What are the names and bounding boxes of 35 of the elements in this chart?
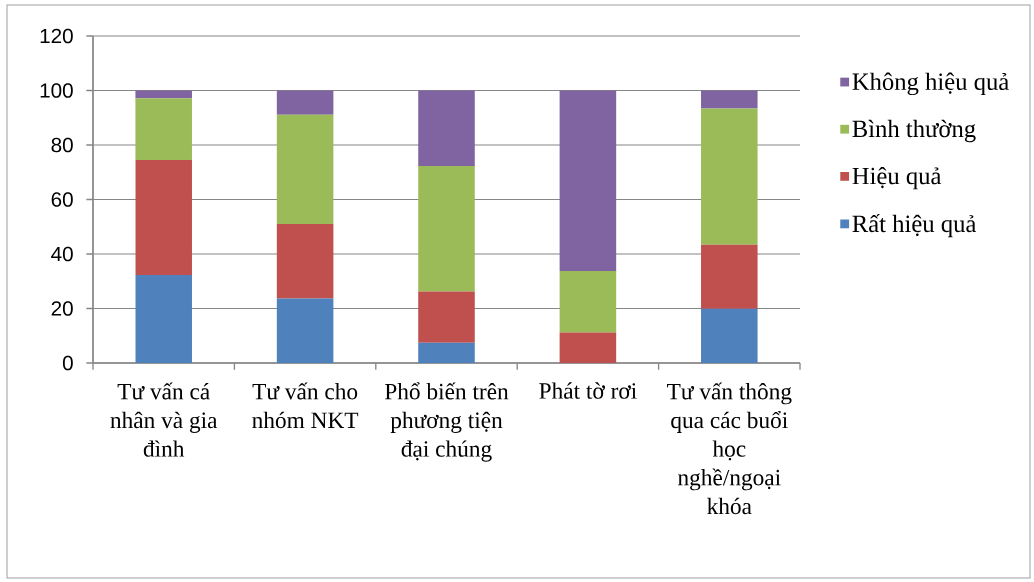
bar [418,342,475,363]
bar [418,291,475,343]
bar [418,165,475,292]
bar [701,244,758,309]
y-tick-label: 60 [51,192,73,207]
bar [276,90,334,115]
legend-label: Hiệu quả [852,166,942,190]
y-tick-label: 0 [62,355,73,371]
bar [276,224,334,299]
y-tick-label: 120 [40,28,73,44]
bar [701,308,758,363]
bar [276,298,334,363]
x-tick-label: Tư vấn cá nhân và gia đình [110,382,218,457]
bar [135,274,192,363]
bar [559,90,617,271]
bar [701,108,758,245]
x-tick-label: Tư vấn thông qua các buổi học nghề/ngoại khóa [667,382,792,515]
legend-label: Rất hiệu quả [852,214,977,238]
y-tick-label: 40 [51,246,73,262]
y-tick-label: 80 [51,137,73,153]
x-tick-label: Phát tờ rơi [539,382,637,399]
x-tick-label: Tư vấn cho nhóm NKT [252,382,359,429]
y-tick-label: 100 [40,83,73,98]
bar [135,98,192,160]
bar [135,90,192,99]
bar [276,114,334,225]
legend-label: Không hiệu quả [852,72,1009,96]
bar [418,90,475,166]
bar [701,90,758,109]
legend-label: Bình thường [852,119,976,143]
x-tick-label: Phổ biến trên phương tiện đại chúng [384,382,509,462]
y-tick-label: 20 [51,301,73,316]
bar [559,332,617,363]
bar [559,270,617,333]
bar [135,159,192,275]
